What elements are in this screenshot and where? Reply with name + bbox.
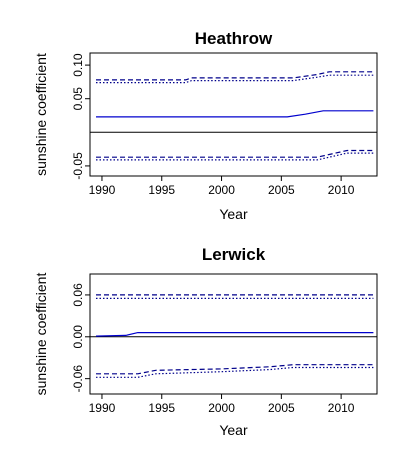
heathrow-x-tick-label: 1995 <box>148 183 175 197</box>
heathrow-series-dashed-line <box>96 151 373 158</box>
lerwick-series-dashed-line <box>96 365 373 374</box>
lerwick-series-solid-line <box>96 333 373 337</box>
lerwick-x-tick-label: 2000 <box>208 401 235 415</box>
lerwick-x-tick-label: 1990 <box>89 401 116 415</box>
heathrow-y-tick-label: -0.05 <box>71 152 85 180</box>
heathrow-y-axis-label: sunshine coefficient <box>33 53 49 176</box>
heathrow-title: Heathrow <box>195 29 273 48</box>
heathrow-series-dotted-line <box>96 75 373 82</box>
heathrow-x-tick-label: 1990 <box>89 183 116 197</box>
heathrow-series-solid-line <box>96 111 373 117</box>
heathrow-x-tick-label: 2010 <box>328 183 355 197</box>
heathrow-x-axis-label: Year <box>219 206 248 222</box>
heathrow-y-tick-label: 0.05 <box>71 87 85 111</box>
heathrow-x-tick-label: 2000 <box>208 183 235 197</box>
heathrow-y-tick-label: 0.10 <box>71 53 85 77</box>
lerwick-chart: Lerwick 1990 1995 2000 2005 2010 -0.06 0.00 0.06… <box>33 245 377 438</box>
lerwick-series-dotted-line <box>96 368 373 378</box>
lerwick-x-axis-label: Year <box>219 422 248 438</box>
heathrow-chart: Heathrow 1990 1995 2000 2005 2010 -0.05 0.05 0.1… <box>33 29 377 222</box>
lerwick-y-axis-label: sunshine coefficient <box>33 273 49 396</box>
lerwick-title: Lerwick <box>202 245 266 264</box>
lerwick-y-tick-label: -0.06 <box>71 365 85 393</box>
lerwick-x-tick-label: 2010 <box>328 401 355 415</box>
lerwick-x-tick-label: 2005 <box>268 401 295 415</box>
lerwick-x-tick-label: 1995 <box>148 401 175 415</box>
lerwick-y-tick-label: 0.06 <box>71 283 85 307</box>
lerwick-y-tick-label: 0.00 <box>71 325 85 349</box>
heathrow-x-tick-label: 2005 <box>268 183 295 197</box>
heathrow-series-dashed-line <box>96 72 373 80</box>
